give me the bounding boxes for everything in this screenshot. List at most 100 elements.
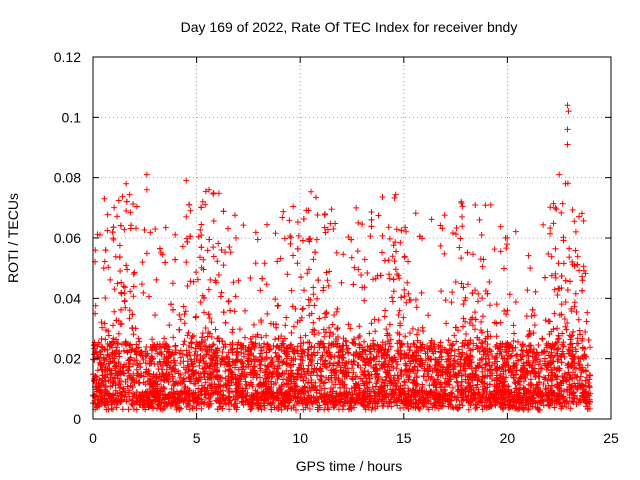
- data-point: [247, 275, 254, 282]
- data-point: [308, 188, 315, 195]
- data-point: [278, 406, 285, 413]
- data-point: [198, 232, 205, 239]
- data-point: [367, 233, 374, 240]
- data-point: [343, 337, 350, 344]
- data-point: [127, 209, 134, 216]
- data-point: [567, 278, 574, 285]
- data-point: [281, 235, 288, 242]
- data-point: [121, 298, 128, 305]
- data-point: [509, 348, 516, 355]
- data-point: [469, 290, 476, 297]
- data-point: [354, 382, 361, 389]
- data-point: [261, 397, 268, 404]
- data-point: [500, 382, 507, 389]
- data-point: [258, 347, 265, 354]
- data-point: [240, 363, 247, 370]
- data-point: [299, 306, 306, 313]
- data-point: [312, 194, 319, 201]
- data-point: [138, 348, 145, 355]
- data-point: [238, 398, 245, 405]
- data-point: [427, 356, 434, 363]
- data-point: [105, 352, 112, 359]
- data-point: [177, 347, 184, 354]
- data-point: [205, 392, 212, 399]
- data-point: [215, 190, 222, 197]
- data-point: [489, 376, 496, 383]
- data-point: [244, 389, 251, 396]
- data-point: [219, 395, 226, 402]
- data-point: [569, 375, 576, 382]
- data-point: [333, 249, 340, 256]
- data-point: [290, 373, 297, 380]
- data-point: [449, 229, 456, 236]
- data-point: [560, 237, 567, 244]
- data-point: [365, 368, 372, 375]
- data-point: [397, 239, 404, 246]
- data-point: [353, 349, 360, 356]
- data-point: [283, 314, 290, 321]
- data-point: [98, 347, 105, 354]
- data-point: [93, 386, 100, 393]
- data-point: [348, 365, 355, 372]
- data-point: [531, 322, 538, 329]
- data-point: [182, 389, 189, 396]
- data-point: [109, 322, 116, 329]
- data-point: [284, 381, 291, 388]
- data-point: [308, 394, 315, 401]
- data-point: [551, 364, 558, 371]
- data-point: [548, 346, 555, 353]
- data-point: [232, 362, 239, 369]
- data-point: [529, 403, 536, 410]
- data-point: [169, 280, 176, 287]
- data-point: [252, 229, 259, 236]
- data-point: [290, 348, 297, 355]
- data-point: [105, 264, 112, 271]
- data-point: [185, 329, 192, 336]
- data-point: [451, 332, 458, 339]
- data-point: [482, 355, 489, 362]
- data-point: [139, 389, 146, 396]
- data-point: [117, 268, 124, 275]
- data-point: [361, 356, 368, 363]
- data-point: [102, 295, 109, 302]
- data-point: [437, 242, 444, 249]
- data-point: [292, 393, 299, 400]
- data-point: [479, 356, 486, 363]
- data-point: [418, 289, 425, 296]
- data-point: [235, 277, 242, 284]
- data-point: [556, 385, 563, 392]
- data-point: [500, 368, 507, 375]
- data-point: [283, 380, 290, 387]
- data-point: [272, 296, 279, 303]
- data-point: [206, 315, 213, 322]
- data-point: [181, 338, 188, 345]
- data-point: [109, 349, 116, 356]
- data-point: [577, 373, 584, 380]
- data-point: [207, 355, 214, 362]
- data-point: [457, 235, 464, 242]
- data-point: [379, 249, 386, 256]
- data-point: [547, 376, 554, 383]
- data-point: [501, 308, 508, 315]
- data-point: [387, 396, 394, 403]
- data-point: [532, 354, 539, 361]
- data-point: [478, 231, 485, 238]
- data-point: [257, 395, 264, 402]
- data-point: [497, 319, 504, 326]
- data-point: [572, 346, 579, 353]
- data-point: [104, 371, 111, 378]
- data-point: [489, 352, 496, 359]
- data-point: [214, 357, 221, 363]
- data-point: [135, 335, 142, 342]
- data-point: [407, 368, 414, 375]
- data-point: [571, 218, 578, 225]
- data-point: [249, 383, 256, 390]
- data-point: [124, 383, 131, 390]
- data-point: [468, 376, 475, 383]
- data-point: [177, 380, 184, 387]
- data-point: [196, 362, 203, 369]
- data-point: [464, 341, 471, 348]
- data-point: [486, 399, 493, 406]
- data-point: [306, 384, 313, 391]
- data-point: [130, 283, 137, 290]
